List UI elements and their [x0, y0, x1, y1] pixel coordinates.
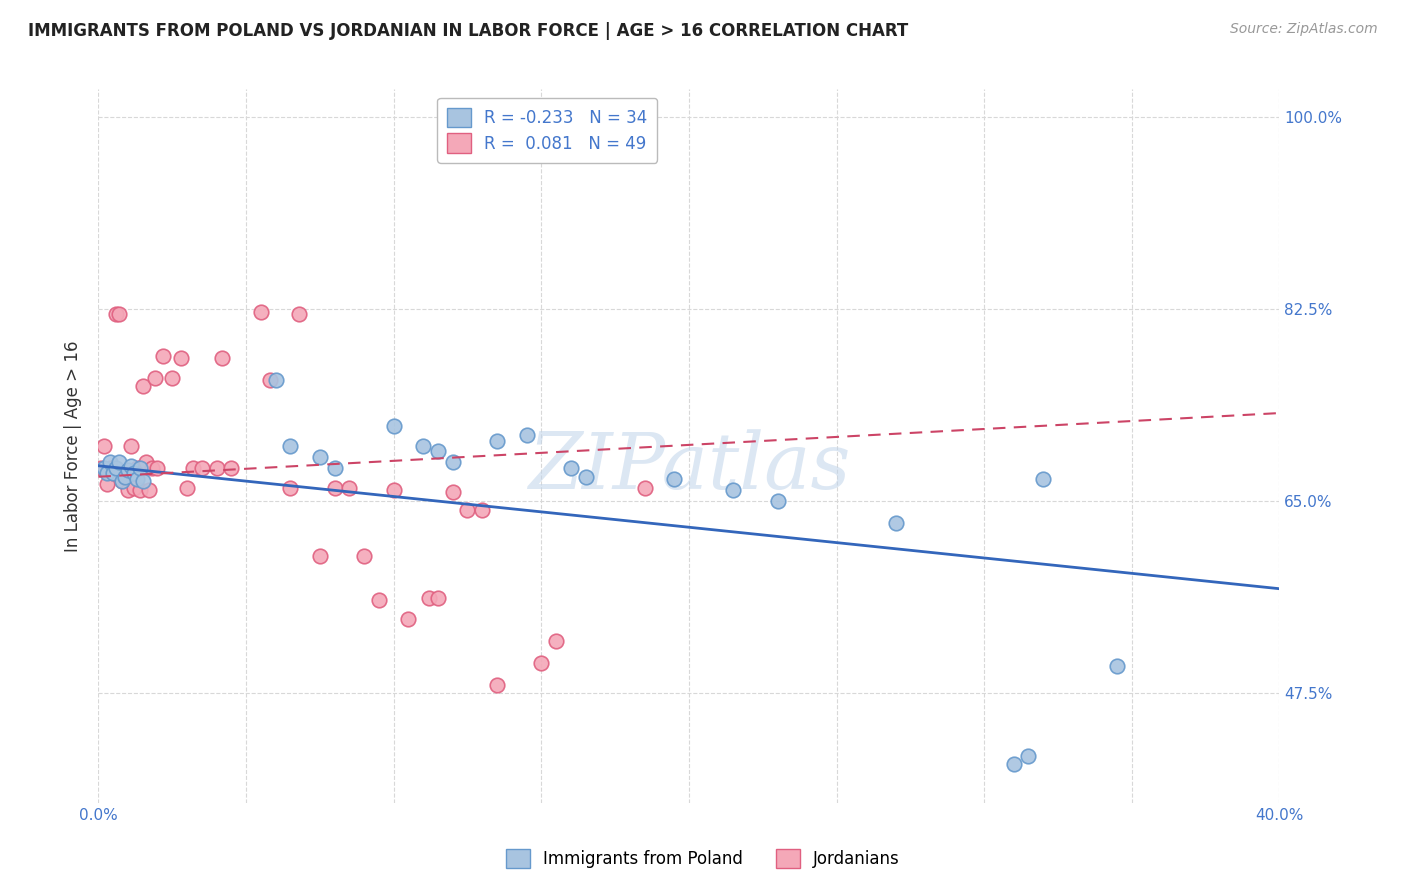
Point — [103, 467, 125, 481]
Point — [146, 461, 169, 475]
Point — [120, 439, 142, 453]
Point — [884, 516, 907, 530]
Point — [250, 305, 273, 319]
Point — [96, 477, 118, 491]
Point — [486, 434, 509, 448]
Y-axis label: In Labor Force | Age > 16: In Labor Force | Age > 16 — [65, 340, 83, 552]
Point — [546, 634, 568, 648]
Point — [120, 458, 142, 473]
Point — [181, 461, 204, 475]
Point — [441, 485, 464, 500]
Point — [723, 483, 745, 497]
Point — [211, 351, 233, 366]
Point — [278, 439, 302, 453]
Point — [191, 461, 214, 475]
Point — [205, 461, 228, 475]
Point — [1032, 472, 1054, 486]
Point — [382, 483, 405, 497]
Point — [111, 474, 134, 488]
Point — [309, 450, 332, 464]
Text: Source: ZipAtlas.com: Source: ZipAtlas.com — [1230, 22, 1378, 37]
Point — [125, 461, 148, 475]
Point — [560, 461, 582, 475]
Point — [766, 494, 789, 508]
Point — [96, 467, 118, 481]
Point — [664, 472, 686, 486]
Point — [219, 461, 242, 475]
Point — [90, 461, 112, 475]
Point — [353, 549, 375, 563]
Point — [427, 444, 450, 458]
Point — [471, 502, 494, 516]
Point — [98, 461, 121, 475]
Point — [259, 373, 281, 387]
Point — [111, 474, 134, 488]
Point — [128, 461, 150, 475]
Point — [135, 455, 157, 469]
Point — [412, 439, 434, 453]
Point — [396, 612, 419, 626]
Point — [278, 481, 302, 495]
Point — [114, 469, 136, 483]
Point — [132, 378, 155, 392]
Point — [309, 549, 332, 563]
Point — [427, 591, 450, 605]
Point — [339, 481, 360, 495]
Point — [98, 455, 121, 469]
Point — [288, 307, 311, 321]
Text: IMMIGRANTS FROM POLAND VS JORDANIAN IN LABOR FORCE | AGE > 16 CORRELATION CHART: IMMIGRANTS FROM POLAND VS JORDANIAN IN L… — [28, 22, 908, 40]
Point — [122, 467, 145, 481]
Point — [162, 371, 183, 385]
Point — [323, 481, 346, 495]
Point — [1105, 658, 1128, 673]
Point — [456, 502, 478, 516]
Point — [143, 371, 166, 385]
Point — [141, 461, 163, 475]
Point — [1002, 757, 1025, 772]
Point — [103, 467, 125, 481]
Point — [515, 428, 537, 442]
Point — [105, 461, 128, 475]
Point — [574, 469, 596, 483]
Point — [486, 678, 509, 692]
Point — [382, 419, 405, 434]
Point — [170, 351, 193, 366]
Point — [108, 455, 131, 469]
Point — [152, 349, 174, 363]
Point — [117, 483, 139, 497]
Point — [418, 591, 440, 605]
Point — [368, 592, 391, 607]
Point — [93, 461, 115, 475]
Point — [441, 455, 464, 469]
Point — [128, 483, 150, 497]
Point — [323, 461, 346, 475]
Text: ZIPatlas: ZIPatlas — [527, 429, 851, 506]
Point — [132, 474, 155, 488]
Legend: R = -0.233   N = 34, R =  0.081   N = 49: R = -0.233 N = 34, R = 0.081 N = 49 — [437, 97, 657, 162]
Point — [108, 307, 131, 321]
Point — [105, 307, 128, 321]
Point — [1017, 748, 1039, 763]
Point — [530, 657, 553, 671]
Point — [633, 481, 655, 495]
Point — [125, 472, 148, 486]
Point — [117, 463, 139, 477]
Point — [138, 483, 160, 497]
Point — [122, 481, 145, 495]
Point — [176, 481, 198, 495]
Point — [114, 469, 136, 483]
Point — [264, 373, 287, 387]
Legend: Immigrants from Poland, Jordanians: Immigrants from Poland, Jordanians — [499, 842, 907, 875]
Point — [93, 439, 115, 453]
